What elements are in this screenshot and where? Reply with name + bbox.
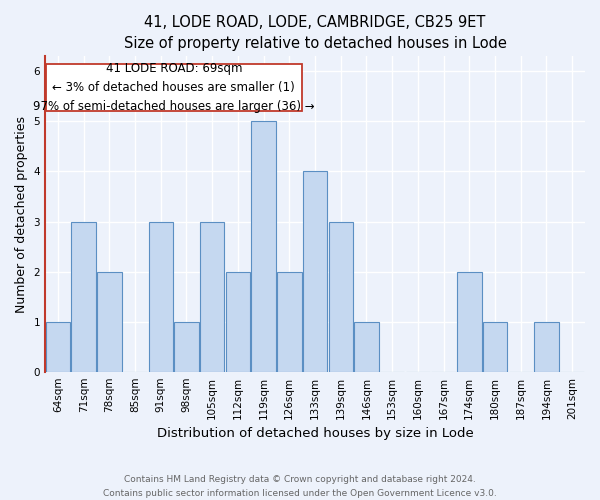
Bar [277,272,302,372]
Bar [457,272,482,372]
Title: 41, LODE ROAD, LODE, CAMBRIDGE, CB25 9ET
Size of property relative to detached h: 41, LODE ROAD, LODE, CAMBRIDGE, CB25 9ET… [124,15,506,51]
Bar [226,272,250,372]
Bar [534,322,559,372]
X-axis label: Distribution of detached houses by size in Lode: Distribution of detached houses by size … [157,427,473,440]
Bar [149,222,173,372]
Bar [483,322,507,372]
Bar [174,322,199,372]
Text: Contains HM Land Registry data © Crown copyright and database right 2024.
Contai: Contains HM Land Registry data © Crown c… [103,476,497,498]
FancyBboxPatch shape [46,64,302,112]
Bar [354,322,379,372]
Bar [303,172,327,372]
Bar [200,222,224,372]
Bar [97,272,122,372]
Bar [251,122,276,372]
Bar [329,222,353,372]
Y-axis label: Number of detached properties: Number of detached properties [15,116,28,312]
Text: 41 LODE ROAD: 69sqm
← 3% of detached houses are smaller (1)
97% of semi-detached: 41 LODE ROAD: 69sqm ← 3% of detached hou… [33,62,314,113]
Bar [46,322,70,372]
Bar [71,222,96,372]
